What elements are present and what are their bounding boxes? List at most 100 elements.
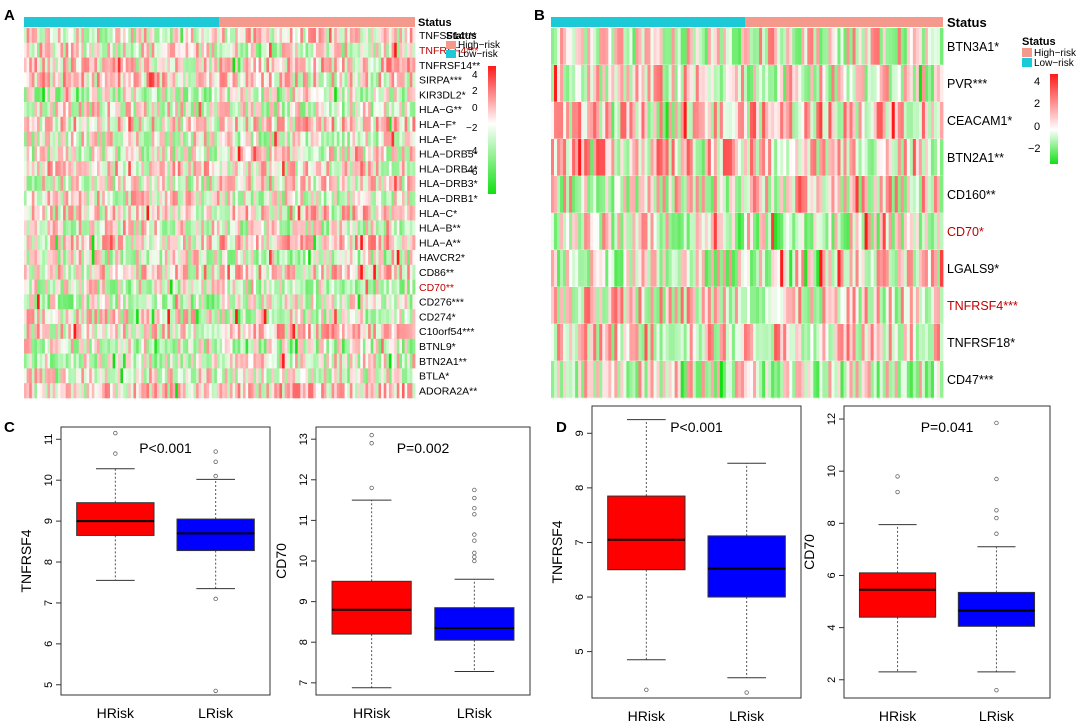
heatmap-cell <box>336 353 340 369</box>
heatmap-cell <box>626 287 630 325</box>
heatmap-cell <box>722 65 727 103</box>
heatmap-cell <box>253 116 257 132</box>
heatmap-cell <box>326 279 330 295</box>
heatmap-cell <box>167 57 171 73</box>
heatmap-a-gene-label: HLA−E* <box>419 134 457 146</box>
heatmap-cell <box>235 324 239 340</box>
heatmap-cell <box>725 213 730 251</box>
heatmap-cell <box>386 42 390 58</box>
heatmap-cell <box>349 161 353 177</box>
heatmap-cell <box>692 28 697 66</box>
heatmap-cell <box>110 146 114 162</box>
heatmap-cell <box>107 205 111 221</box>
heatmap-cell <box>70 264 74 280</box>
heatmap-cell <box>297 28 301 44</box>
heatmap-cell <box>125 57 129 73</box>
heatmap-cell <box>342 250 346 266</box>
heatmap-cell <box>843 28 847 66</box>
heatmap-cell <box>357 279 361 295</box>
heatmap-cell <box>656 213 660 251</box>
heatmap-cell <box>159 264 163 280</box>
heatmap-cell <box>60 205 64 221</box>
heatmap-cell <box>381 131 385 147</box>
heatmap-cell <box>357 176 361 192</box>
heatmap-cell <box>242 235 246 251</box>
heatmap-cell <box>167 102 171 118</box>
heatmap-cell <box>339 116 343 132</box>
heatmap-cell <box>151 294 155 310</box>
heatmap-cell <box>349 116 353 132</box>
heatmap-cell <box>258 205 262 221</box>
heatmap-cell <box>253 57 257 73</box>
heatmap-cell <box>659 176 663 214</box>
heatmap-cell <box>662 102 666 140</box>
heatmap-cell <box>344 72 348 88</box>
heatmap-cell <box>578 361 582 399</box>
heatmap-cell <box>201 102 205 118</box>
heatmap-cell <box>222 235 226 251</box>
heatmap-cell <box>128 176 132 192</box>
heatmap-cell <box>89 146 93 162</box>
heatmap-cell <box>287 176 291 192</box>
heatmap-cell <box>224 294 228 310</box>
heatmap-cell <box>381 279 385 295</box>
heatmap-cell <box>169 368 173 384</box>
heatmap-cell <box>695 28 700 66</box>
heatmap-cell <box>701 287 706 325</box>
heatmap-cell <box>245 57 249 73</box>
heatmap-cell <box>909 287 914 325</box>
heatmap-cell <box>412 72 416 88</box>
heatmap-cell <box>924 176 929 214</box>
heatmap-cell <box>289 324 293 340</box>
heatmap-cell <box>587 102 591 140</box>
heatmap-cell <box>240 131 244 147</box>
heatmap-cell <box>292 146 296 162</box>
heatmap-cell <box>846 287 850 325</box>
heatmap-cell <box>656 65 660 103</box>
heatmap-cell <box>269 131 273 147</box>
heatmap-cell <box>368 235 372 251</box>
heatmap-cell <box>370 146 374 162</box>
heatmap-cell <box>128 353 132 369</box>
heatmap-cell <box>554 28 558 66</box>
heatmap-cell <box>133 279 137 295</box>
heatmap-cell <box>383 87 387 103</box>
heatmap-cell <box>801 176 805 214</box>
heatmap-cell <box>99 190 103 206</box>
heatmap-cell <box>123 57 127 73</box>
heatmap-cell <box>551 65 555 103</box>
heatmap-cell <box>297 190 301 206</box>
heatmap-cell <box>227 190 231 206</box>
heatmap-cell <box>141 116 145 132</box>
heatmap-cell <box>383 102 387 118</box>
heatmap-cell <box>623 324 627 362</box>
heatmap-cell <box>136 383 140 399</box>
heatmap-cell <box>63 176 67 192</box>
heatmap-cell <box>190 87 194 103</box>
heatmap-cell <box>128 146 132 162</box>
heatmap-cell <box>292 220 296 236</box>
heatmap-cell <box>626 176 630 214</box>
heatmap-cell <box>237 28 241 44</box>
heatmap-cell <box>644 324 648 362</box>
heatmap-cell <box>91 131 95 147</box>
heatmap-cell <box>792 139 796 177</box>
heatmap-cell <box>331 338 335 354</box>
heatmap-cell <box>120 161 124 177</box>
heatmap-cell <box>713 102 718 140</box>
heatmap-cell <box>133 338 137 354</box>
heatmap-cell <box>104 205 108 221</box>
heatmap-cell <box>287 368 291 384</box>
heatmap-cell <box>133 102 137 118</box>
heatmap-cell <box>370 72 374 88</box>
heatmap-cell <box>154 146 158 162</box>
heatmap-cell <box>572 213 576 251</box>
heatmap-cell <box>918 176 923 214</box>
heatmap-cell <box>263 383 267 399</box>
heatmap-cell <box>407 264 411 280</box>
heatmap-cell <box>52 205 56 221</box>
heatmap-cell <box>584 176 588 214</box>
heatmap-cell <box>240 324 244 340</box>
heatmap-cell <box>378 235 382 251</box>
heatmap-cell <box>130 72 134 88</box>
